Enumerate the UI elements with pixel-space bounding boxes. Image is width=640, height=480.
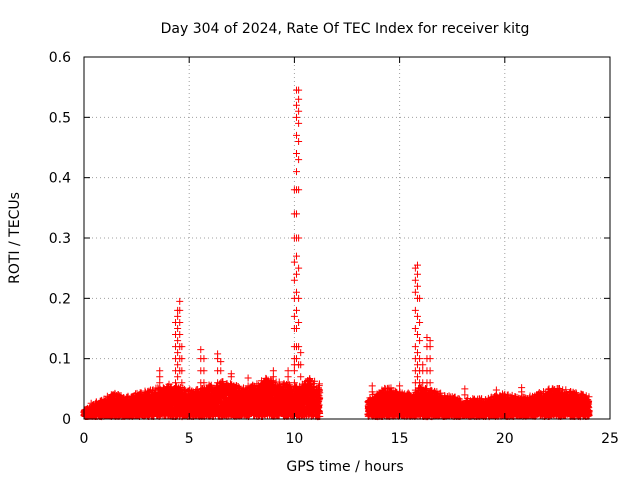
data-points <box>80 86 593 421</box>
chart-title: Day 304 of 2024, Rate Of TEC Index for r… <box>161 21 530 37</box>
grid-lines <box>84 57 610 419</box>
